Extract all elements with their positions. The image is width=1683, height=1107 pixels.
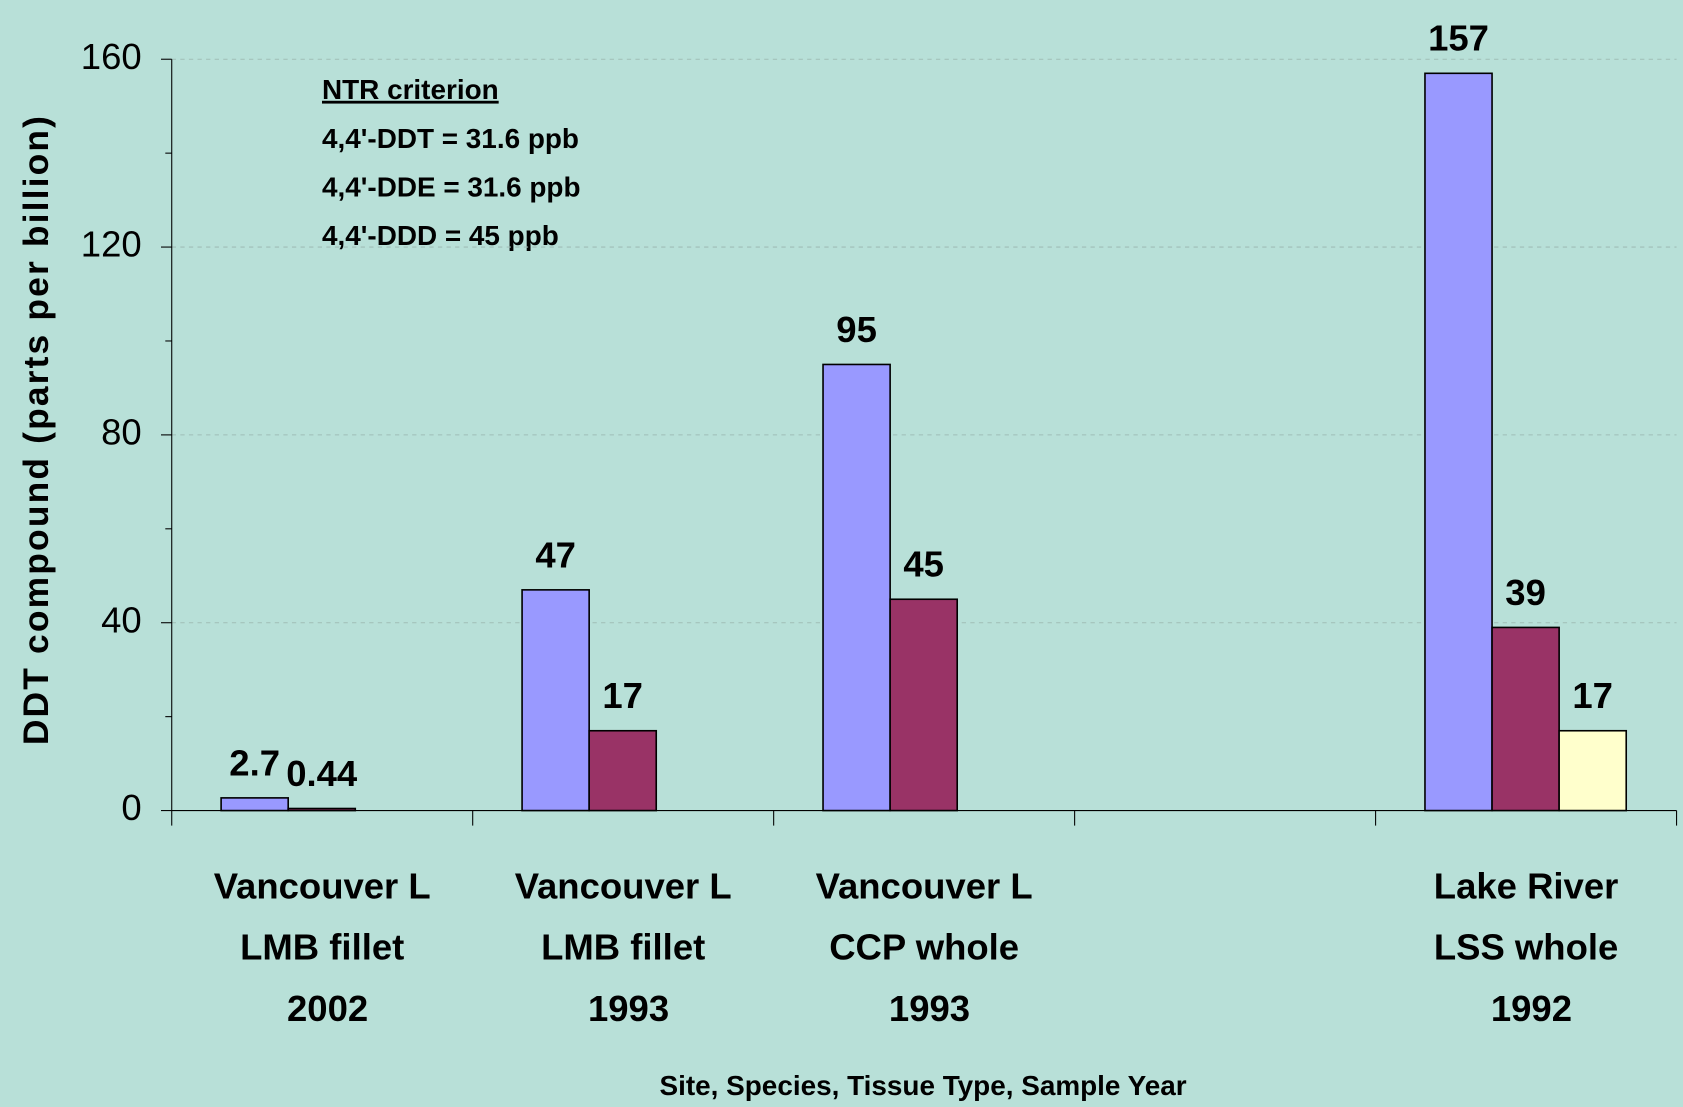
value-label: 2.7	[229, 742, 280, 783]
value-label: 45	[903, 544, 944, 585]
x-tick-label: LMB fillet	[541, 927, 705, 968]
x-tick-label: Vancouver L	[214, 866, 431, 907]
x-tick-label: 1993	[889, 988, 970, 1029]
annotation-line: 4,4'-DDT = 31.6 ppb	[322, 123, 579, 154]
x-tick-label: 1992	[1491, 988, 1572, 1029]
bar	[1558, 729, 1628, 812]
value-label: 95	[836, 309, 877, 350]
bar	[822, 363, 891, 812]
x-tick-label: LMB fillet	[240, 927, 404, 968]
annotation-title: NTR criterion	[322, 74, 499, 105]
y-tick-label: 160	[81, 36, 142, 77]
value-label: 17	[602, 675, 643, 716]
x-axis-label: Site, Species, Tissue Type, Sample Year	[660, 1070, 1187, 1101]
x-tick-label: 1993	[588, 988, 669, 1029]
x-tick-label: LSS whole	[1434, 927, 1618, 968]
y-tick-label: 80	[101, 412, 142, 453]
y-tick-label: 120	[81, 224, 142, 265]
x-tick-label: 2002	[287, 988, 368, 1029]
bar	[287, 807, 357, 812]
bar	[588, 729, 658, 812]
bar	[220, 797, 289, 812]
y-axis-label: DDT compound (parts per billion)	[16, 114, 56, 745]
value-label: 157	[1428, 18, 1489, 59]
x-tick-label: Lake River	[1434, 866, 1619, 907]
value-label: 47	[535, 534, 576, 575]
bar	[1491, 626, 1560, 812]
annotation-line: 4,4'-DDD = 45 ppb	[322, 220, 559, 251]
x-tick-label: CCP whole	[829, 927, 1019, 968]
x-tick-label: Vancouver L	[816, 866, 1033, 907]
y-tick-label: 0	[121, 787, 141, 828]
value-label: 17	[1572, 675, 1613, 716]
y-tick-label: 40	[101, 599, 142, 640]
bar	[1424, 72, 1493, 812]
bar	[521, 589, 590, 812]
annotation-line: 4,4'-DDE = 31.6 ppb	[322, 171, 581, 202]
x-tick-label: Vancouver L	[515, 866, 732, 907]
value-label: 0.44	[286, 753, 358, 794]
bar	[889, 598, 959, 812]
value-label: 39	[1505, 572, 1546, 613]
